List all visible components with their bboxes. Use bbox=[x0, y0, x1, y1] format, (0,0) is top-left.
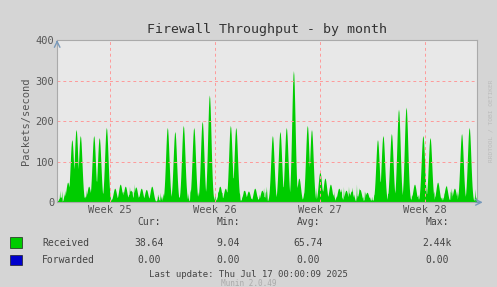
Text: 0.00: 0.00 bbox=[137, 255, 161, 265]
Text: Cur:: Cur: bbox=[137, 217, 161, 227]
Title: Firewall Throughput - by month: Firewall Throughput - by month bbox=[147, 23, 387, 36]
FancyBboxPatch shape bbox=[10, 237, 22, 248]
FancyBboxPatch shape bbox=[10, 255, 22, 265]
Text: 0.00: 0.00 bbox=[217, 255, 241, 265]
Text: 65.74: 65.74 bbox=[293, 238, 323, 247]
Text: Received: Received bbox=[42, 238, 89, 247]
Text: Avg:: Avg: bbox=[296, 217, 320, 227]
Text: 0.00: 0.00 bbox=[425, 255, 449, 265]
Text: 0.00: 0.00 bbox=[296, 255, 320, 265]
Text: 9.04: 9.04 bbox=[217, 238, 241, 247]
Y-axis label: Packets/second: Packets/second bbox=[21, 77, 31, 165]
Text: 38.64: 38.64 bbox=[134, 238, 164, 247]
Text: Munin 2.0.49: Munin 2.0.49 bbox=[221, 279, 276, 287]
Text: Max:: Max: bbox=[425, 217, 449, 227]
Text: Last update: Thu Jul 17 00:00:09 2025: Last update: Thu Jul 17 00:00:09 2025 bbox=[149, 269, 348, 279]
Text: RRDTOOL / TOBI OETIKER: RRDTOOL / TOBI OETIKER bbox=[488, 79, 493, 162]
Text: Min:: Min: bbox=[217, 217, 241, 227]
Text: Forwarded: Forwarded bbox=[42, 255, 95, 265]
Text: 2.44k: 2.44k bbox=[422, 238, 452, 247]
